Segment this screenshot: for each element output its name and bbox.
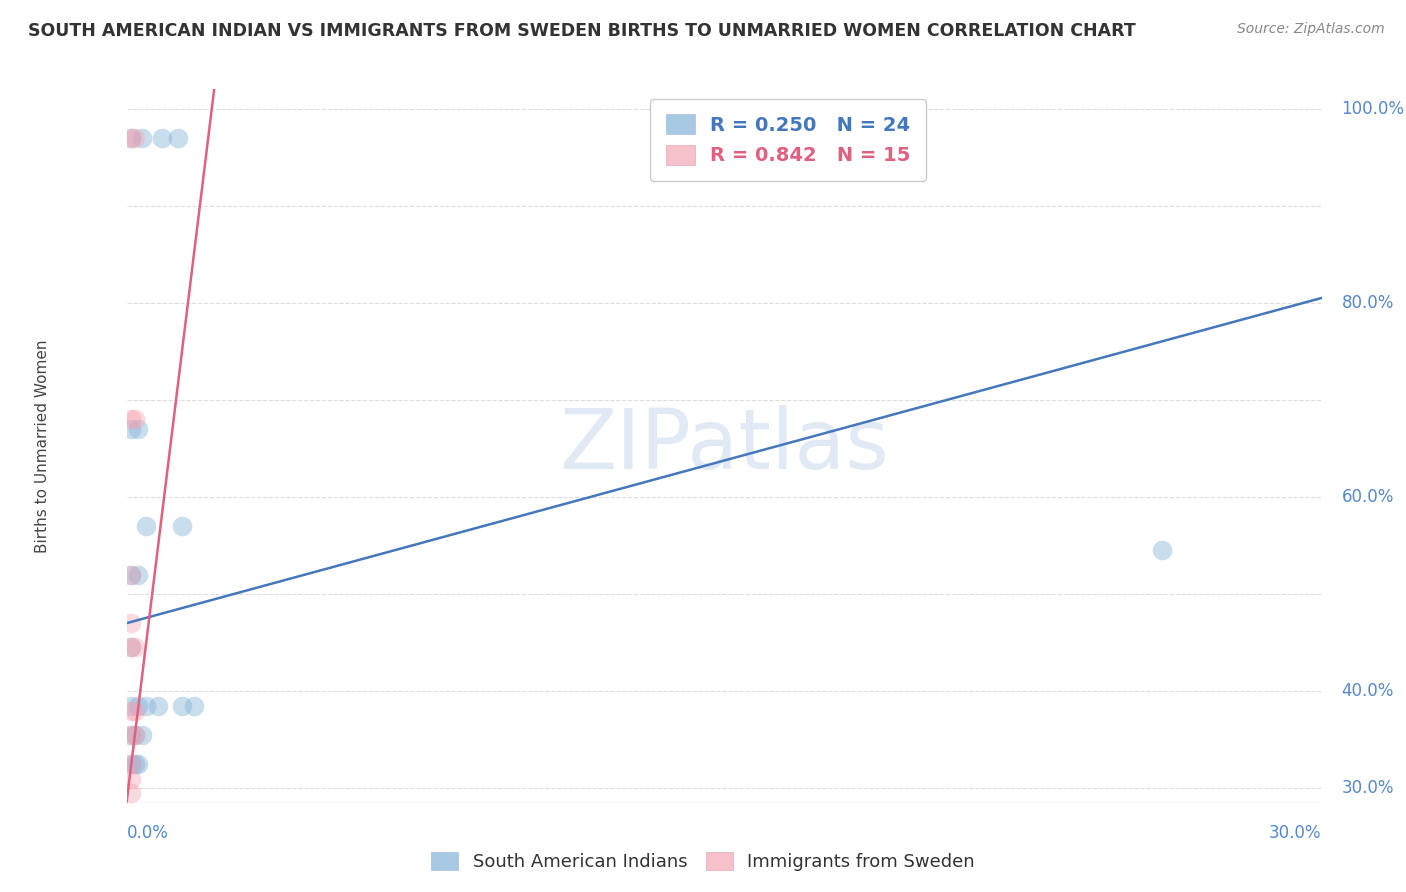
Text: 60.0%: 60.0%: [1341, 488, 1393, 506]
Point: [120, 728, 142, 742]
Text: Births to Unmarried Women: Births to Unmarried Women: [35, 339, 51, 553]
Point: [135, 519, 157, 533]
Text: 0.0%: 0.0%: [127, 824, 169, 842]
Text: Source: ZipAtlas.com: Source: ZipAtlas.com: [1237, 22, 1385, 37]
Point: [124, 728, 146, 742]
Legend: R = 0.250   N = 24, R = 0.842   N = 15: R = 0.250 N = 24, R = 0.842 N = 15: [650, 99, 927, 181]
Point: [120, 786, 142, 800]
Point: [120, 756, 142, 771]
Point: [172, 698, 194, 713]
Point: [167, 130, 190, 145]
Point: [120, 412, 142, 426]
Text: 80.0%: 80.0%: [1341, 293, 1393, 312]
Point: [131, 728, 153, 742]
Point: [120, 698, 142, 713]
Text: SOUTH AMERICAN INDIAN VS IMMIGRANTS FROM SWEDEN BIRTHS TO UNMARRIED WOMEN CORREL: SOUTH AMERICAN INDIAN VS IMMIGRANTS FROM…: [28, 22, 1136, 40]
Point: [120, 772, 142, 786]
Text: 30.0%: 30.0%: [1341, 780, 1395, 797]
Point: [120, 756, 142, 771]
Text: 30.0%: 30.0%: [1270, 824, 1322, 842]
Point: [124, 728, 146, 742]
Point: [124, 640, 146, 655]
Point: [135, 698, 157, 713]
Point: [124, 756, 146, 771]
Point: [124, 412, 146, 426]
Point: [148, 698, 170, 713]
Point: [120, 130, 142, 145]
Point: [127, 756, 149, 771]
Point: [120, 616, 142, 631]
Point: [124, 130, 146, 145]
Point: [120, 567, 142, 582]
Point: [120, 640, 142, 655]
Point: [120, 130, 142, 145]
Point: [120, 567, 142, 582]
Point: [1152, 543, 1174, 558]
Text: ZIPatlas: ZIPatlas: [560, 406, 889, 486]
Text: 100.0%: 100.0%: [1341, 100, 1405, 118]
Point: [120, 640, 142, 655]
Text: 40.0%: 40.0%: [1341, 682, 1393, 700]
Point: [150, 130, 174, 145]
Point: [131, 130, 153, 145]
Point: [120, 422, 142, 436]
Point: [120, 704, 142, 718]
Point: [124, 704, 146, 718]
Point: [183, 698, 205, 713]
Point: [120, 728, 142, 742]
Point: [172, 519, 194, 533]
Point: [127, 422, 149, 436]
Point: [127, 698, 149, 713]
Point: [127, 567, 149, 582]
Legend: South American Indians, Immigrants from Sweden: South American Indians, Immigrants from …: [425, 845, 981, 879]
